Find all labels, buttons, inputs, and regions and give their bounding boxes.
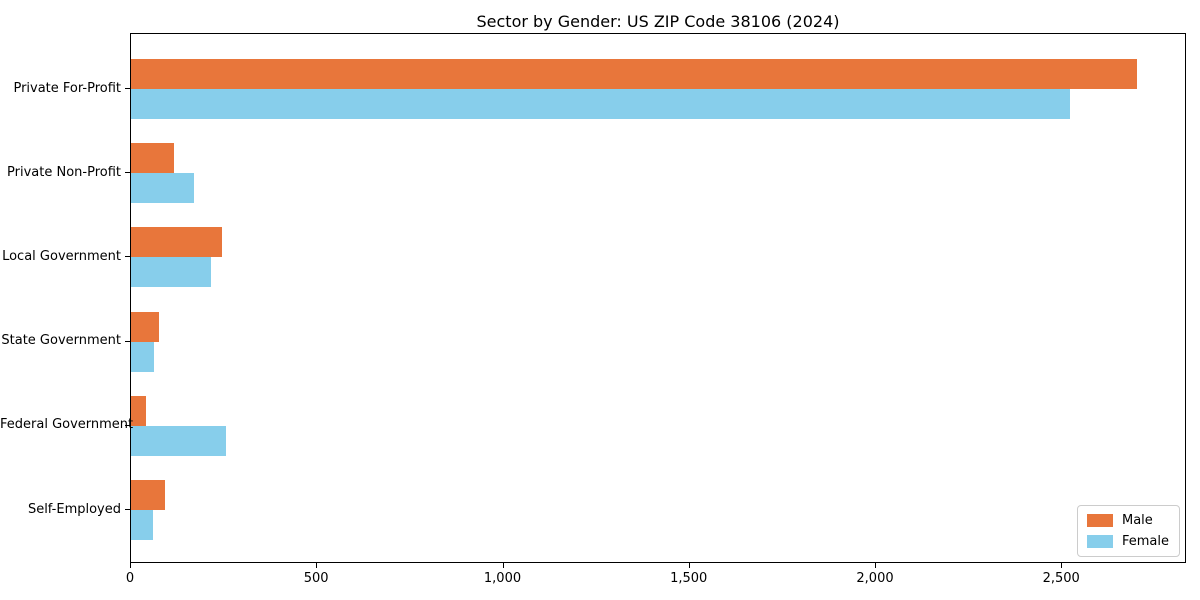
bar-female-1: [131, 89, 1070, 119]
y-tick-mark: [125, 509, 130, 510]
bar-female-2: [131, 173, 195, 204]
y-tick-label: Private Non-Profit: [7, 164, 121, 180]
y-tick-mark: [125, 340, 130, 342]
x-tick-label: 500: [303, 571, 329, 586]
x-tick-mark: [502, 563, 504, 568]
bar-female-6: [131, 510, 154, 540]
x-tick-mark: [1061, 563, 1063, 568]
bar-female-3: [131, 257, 212, 288]
x-tick-label: 0: [125, 571, 135, 586]
x-tick-label: 2,500: [1042, 571, 1080, 586]
y-tick-label: Federal Government: [0, 417, 134, 433]
y-tick-mark: [125, 88, 130, 89]
plot-area: Male Female: [130, 33, 1186, 563]
legend-swatch-female: [1086, 535, 1113, 548]
bar-male-6: [131, 480, 165, 510]
x-tick-mark: [875, 563, 876, 568]
bar-male-4: [131, 311, 159, 342]
chart-title: Sector by Gender: US ZIP Code 38106 (202…: [476, 12, 840, 31]
bar-female-4: [131, 341, 155, 372]
x-tick-mark: [316, 563, 318, 568]
y-tick-label: Private For-Profit: [13, 80, 121, 96]
x-tick-mark: [130, 563, 131, 568]
legend-label: Male: [1121, 513, 1153, 528]
legend-swatch-male: [1086, 514, 1113, 527]
legend-item-male: Male: [1086, 513, 1169, 528]
y-tick-label: Local Government: [2, 248, 121, 264]
bar-male-2: [131, 143, 174, 174]
x-tick-label: 2,000: [856, 571, 894, 586]
legend-label: Female: [1121, 534, 1169, 549]
y-tick-mark: [125, 172, 130, 174]
x-tick-label: 1,000: [483, 571, 522, 586]
x-tick-label: 1,500: [670, 571, 708, 586]
bar-male-1: [131, 59, 1137, 89]
bar-female-5: [131, 425, 226, 456]
legend: Male Female: [1076, 505, 1180, 557]
y-tick-mark: [125, 256, 130, 258]
y-tick-mark: [125, 424, 130, 426]
legend-item-female: Female: [1086, 534, 1169, 549]
x-tick-mark: [688, 563, 690, 568]
bar-male-5: [131, 395, 146, 426]
bar-male-3: [131, 227, 223, 258]
y-tick-label: Self-Employed: [27, 501, 121, 517]
y-tick-label: State Government: [1, 333, 121, 349]
